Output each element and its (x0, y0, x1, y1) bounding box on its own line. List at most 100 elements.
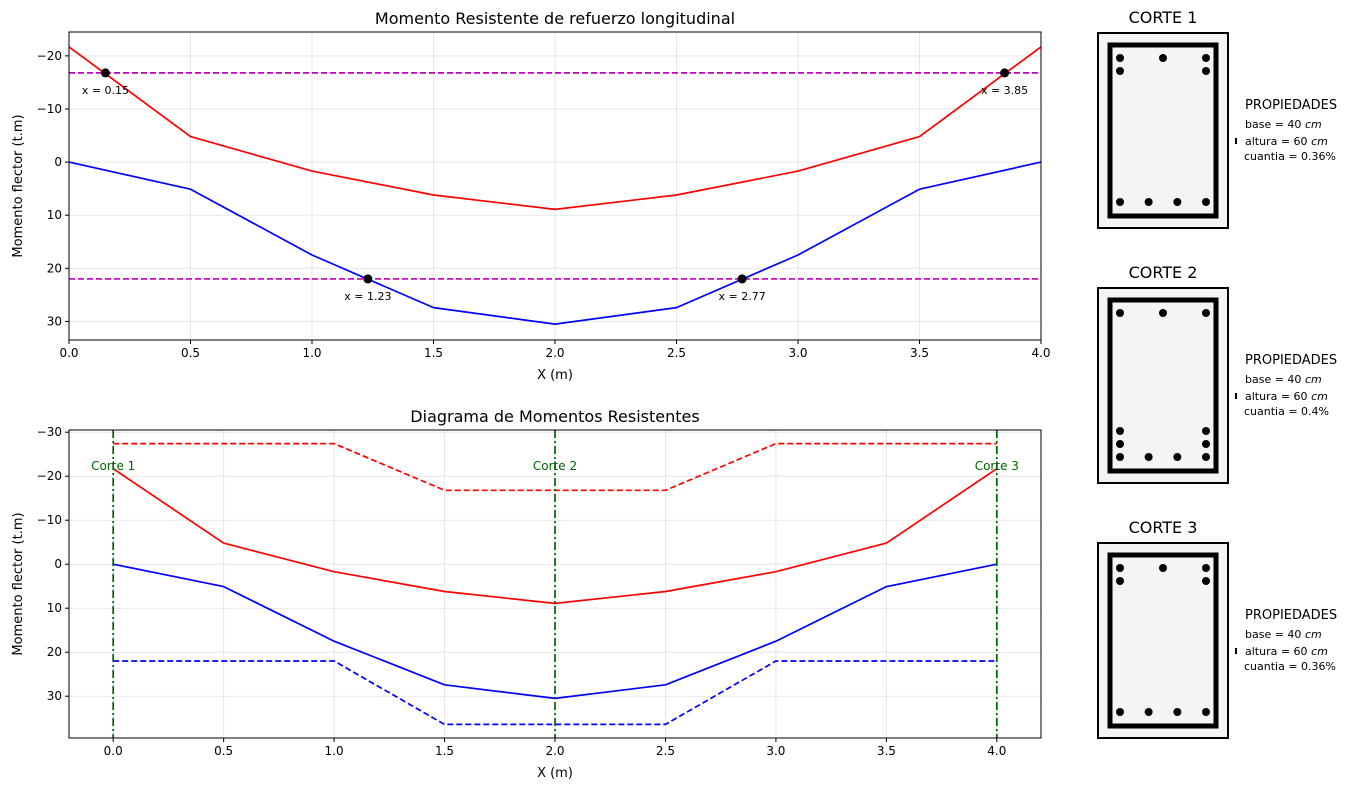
x-tick-label: 1.0 (302, 346, 321, 360)
chart1-series (68, 46, 1042, 325)
section-corte-1: CORTE 1 PROPIEDADES base = 40 cm altura = 6… (1097, 8, 1337, 229)
intersection-point (100, 68, 110, 78)
y-tick-label: 30 (47, 689, 62, 703)
rebar-bottom (1202, 708, 1210, 716)
section-outline (1097, 287, 1229, 484)
y-tick-label: 0 (54, 155, 62, 169)
rebar-bottom (1202, 453, 1210, 461)
series-line-0 (112, 467, 998, 605)
rebar-top (1159, 309, 1167, 317)
chart2-title: Diagrama de Momentos Resistentes (410, 407, 699, 426)
rebar-top (1116, 67, 1124, 75)
rebar-top (1202, 309, 1210, 317)
intersection-point (363, 274, 373, 284)
section-corte-3: CORTE 3 PROPIEDADES base = 40 cm altura = 6… (1097, 518, 1337, 739)
properties-title: PROPIEDADES (1245, 98, 1337, 113)
section-title: CORTE 3 (1129, 518, 1198, 537)
rebar-bottom (1144, 453, 1153, 461)
x-tick-label: 2.0 (545, 346, 564, 360)
rebar-bottom (1116, 440, 1124, 448)
chart1-grid (68, 32, 1042, 340)
rebar-top (1159, 54, 1167, 62)
unit-cm: cm (1311, 390, 1328, 403)
rebar-bottom (1202, 427, 1210, 435)
corte-label: Corte 3 (975, 459, 1019, 473)
unit-cm: cm (1305, 628, 1322, 641)
intersection-label: x = 3.85 (981, 84, 1028, 97)
intersection-label: x = 0.15 (82, 84, 129, 97)
chart2-corte-lines: Corte 1 Corte 2 Corte 3 (91, 430, 1019, 738)
rebar-top (1202, 67, 1210, 75)
intersection-point (737, 274, 747, 284)
unit-cm: cm (1311, 645, 1328, 658)
chart1-ticks: 0.0 0.5 1.0 1.5 2.0 2.5 3.0 3.5 4.0 −20 −10 0 10 20 30 (37, 49, 1051, 360)
rebar-bottom (1116, 453, 1124, 461)
properties-base: base = 40 cm (1245, 628, 1322, 641)
x-tick-label: 4.0 (1031, 346, 1050, 360)
chart-diagrama-momentos: Corte 1 Corte 2 Corte 3 0.0 0.5 1.0 1.5 2.0 2.5… (11, 407, 1042, 781)
properties-altura: altura = 60 cm (1245, 135, 1328, 148)
chart1-ylabel: Momento flector (t.m) (11, 114, 26, 257)
rebar-top (1116, 54, 1124, 62)
stirrup (1107, 297, 1219, 474)
chart-momento-resistente: x = 0.15 x = 3.85 x = 1.23 x = 2.77 0.0 0.5 1… (11, 9, 1051, 383)
stirrup (1107, 552, 1219, 729)
section-title: CORTE 1 (1129, 8, 1198, 27)
series-line-3 (113, 660, 997, 726)
unit-cm: cm (1311, 135, 1328, 148)
chart1-title: Momento Resistente de refuerzo longitudi… (375, 9, 735, 28)
rebar-top (1202, 564, 1210, 572)
stirrup (1107, 42, 1219, 219)
unit-cm: cm (1305, 118, 1322, 131)
x-tick-label: 2.5 (667, 346, 686, 360)
properties-altura: altura = 60 cm (1245, 645, 1328, 658)
y-tick-label: 30 (47, 314, 62, 328)
y-tick-label: 10 (47, 601, 62, 615)
properties-altura: altura = 60 cm (1245, 390, 1328, 403)
chart2-ylabel: Momento flector (t.m) (11, 512, 26, 655)
rebar-bottom (1173, 198, 1182, 206)
corte-label: Corte 2 (533, 459, 577, 473)
intersection-label: x = 2.77 (719, 290, 766, 303)
y-tick-label: 20 (47, 645, 62, 659)
rebar-bottom (1116, 708, 1124, 716)
x-tick-label: 3.0 (788, 346, 807, 360)
rebar-bottom (1202, 198, 1210, 206)
rebar-bottom (1173, 708, 1182, 716)
y-tick-label: 20 (47, 261, 62, 275)
chart2-ticks: 0.0 0.5 1.0 1.5 2.0 2.5 3.0 3.5 4.0 −30 −20 −10 0 10 2… (37, 425, 1007, 758)
y-tick-label: −20 (37, 49, 62, 63)
x-tick-label: 4.0 (987, 744, 1006, 758)
rebar-bottom (1144, 708, 1153, 716)
rebar-top (1116, 564, 1124, 572)
x-tick-label: 1.5 (424, 346, 443, 360)
x-tick-label: 0.0 (104, 744, 123, 758)
x-tick-label: 1.0 (325, 744, 344, 758)
cross-sections: CORTE 1 PROPIEDADES base = 40 cm altura = 6… (1097, 8, 1337, 739)
unit-cm: cm (1305, 373, 1322, 386)
rebar-top (1202, 54, 1210, 62)
rebar-bottom (1202, 440, 1210, 448)
intersection-label: x = 1.23 (344, 290, 391, 303)
rebar-top (1159, 564, 1167, 572)
rebar-top (1116, 577, 1124, 585)
chart1-xlabel: X (m) (537, 368, 573, 383)
x-tick-label: 0.5 (214, 744, 233, 758)
y-tick-label: −20 (37, 469, 62, 483)
rebar-bottom (1144, 198, 1153, 206)
x-tick-label: 3.0 (766, 744, 785, 758)
properties-cuantia: cuantia = 0.4% (1244, 405, 1329, 418)
properties-cuantia: cuantia = 0.36% (1244, 660, 1336, 673)
x-tick-label: 2.0 (545, 744, 564, 758)
rebar-top (1116, 309, 1124, 317)
y-tick-label: −10 (37, 513, 62, 527)
x-tick-label: 0.5 (181, 346, 200, 360)
x-tick-label: 0.0 (59, 346, 78, 360)
section-title: CORTE 2 (1129, 263, 1198, 282)
properties-title: PROPIEDADES (1245, 608, 1337, 623)
y-tick-label: −10 (37, 102, 62, 116)
x-tick-label: 2.5 (656, 744, 675, 758)
y-tick-label: 0 (54, 557, 62, 571)
chart1-threshold-lines (69, 72, 1041, 280)
